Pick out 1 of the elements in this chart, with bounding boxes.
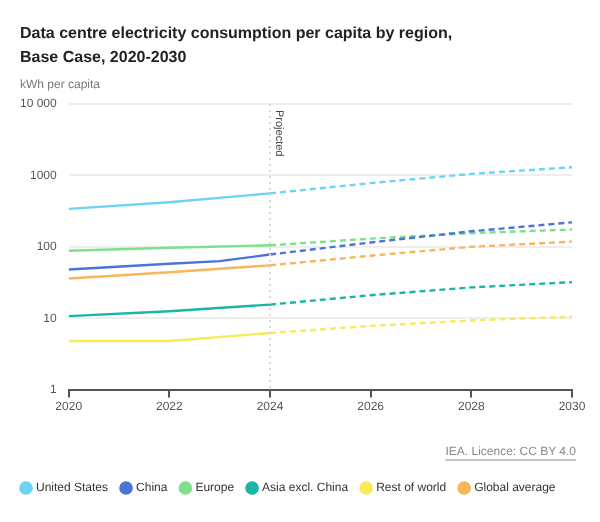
chart-title: Data centre electricity consumption per capita by region, Base Case, 2020-2030 <box>20 22 455 70</box>
